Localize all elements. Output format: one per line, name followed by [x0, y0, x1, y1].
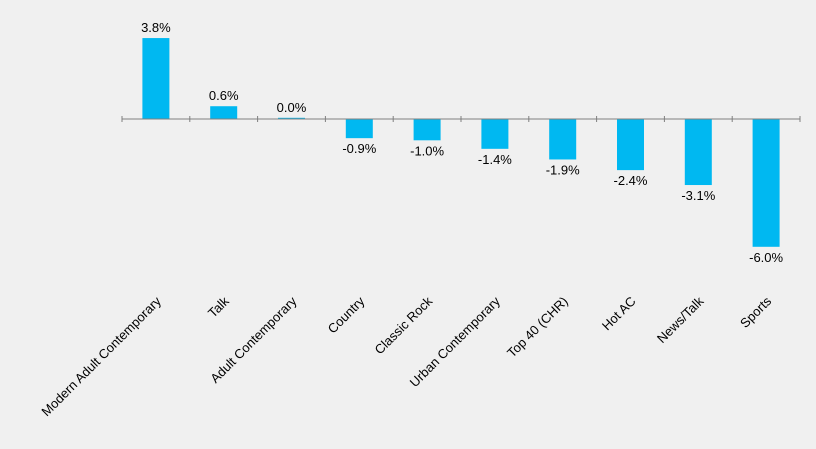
category-label: Modern Adult Contemporary — [38, 293, 164, 419]
category-label: Top 40 (CHR) — [504, 294, 571, 361]
bar-adult-contemporary — [278, 117, 305, 119]
value-label: 3.8% — [141, 20, 171, 35]
bar-classic-rock — [413, 119, 441, 141]
bars-layer — [142, 38, 780, 247]
value-label: -2.4% — [614, 173, 648, 188]
category-label: Talk — [205, 293, 232, 320]
category-label: Sports — [737, 293, 775, 331]
category-label: Classic Rock — [371, 293, 435, 357]
bar-top-40-chr — [549, 119, 577, 160]
value-label: 0.6% — [209, 88, 239, 103]
bar-modern-adult-contemporary — [142, 38, 170, 120]
bar-talk — [210, 106, 238, 119]
category-label: News/Talk — [654, 293, 707, 346]
axis-ticks — [121, 116, 801, 122]
value-label: -3.1% — [681, 188, 715, 203]
value-label: -0.9% — [342, 141, 376, 156]
value-label: 0.0% — [277, 100, 307, 115]
bar-news-talk — [684, 119, 712, 186]
bar-hot-ac — [617, 119, 644, 171]
value-label: -1.4% — [478, 152, 512, 167]
category-label: Hot AC — [599, 294, 639, 334]
bar-country — [345, 119, 373, 139]
category-label: Country — [325, 293, 368, 336]
value-label: -1.0% — [410, 143, 444, 158]
bar-urban-contemporary — [481, 119, 509, 149]
value-labels: 3.8% 0.6% 0.0% -0.9% -1.0% -1.4% -1.9% -2.4% -3.… — [141, 20, 783, 265]
bar-sports — [752, 119, 780, 247]
value-label: -1.9% — [546, 162, 580, 177]
value-label: -6.0% — [749, 250, 783, 265]
